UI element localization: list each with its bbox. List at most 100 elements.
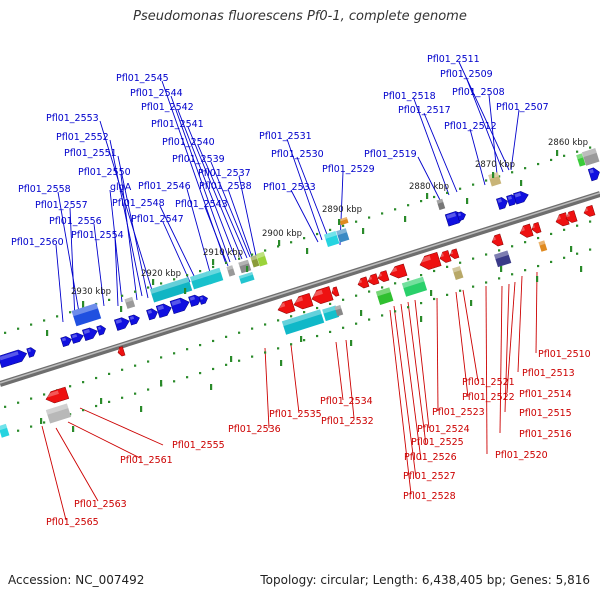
inner-track-dot	[446, 265, 449, 268]
reverse-gene-label[interactable]: Pfl01_2527	[403, 471, 456, 482]
inner-track-dot	[420, 302, 423, 305]
reverse-gene-label[interactable]: Pfl01_2534	[320, 396, 373, 407]
reverse-gene-label[interactable]: Pfl01_2528	[403, 491, 456, 502]
reverse-gene-label[interactable]: Pfl01_2563	[74, 499, 127, 510]
outer-track-dot	[4, 331, 7, 334]
forward-gene-label[interactable]: Pfl01_2530	[271, 149, 324, 160]
forward-gene-label[interactable]: Pfl01_2554	[71, 230, 124, 241]
forward-gene-label[interactable]: Pfl01_2548	[112, 198, 165, 209]
outer-track-dot	[160, 282, 163, 285]
minor-tick-mark	[362, 228, 365, 234]
forward-gene-arrow	[146, 308, 158, 321]
reverse-gene-label[interactable]: Pfl01_2536	[228, 424, 281, 435]
reverse-gene-label[interactable]: Pfl01_2516	[519, 429, 572, 440]
reverse-gene-label[interactable]: Pfl01_2521	[462, 377, 515, 388]
forward-gene-arrow	[188, 294, 202, 307]
forward-gene-label[interactable]: Pfl01_2545	[116, 73, 169, 84]
reverse-leader-line	[485, 285, 488, 455]
inner-track-dot	[134, 364, 137, 367]
reverse-gene-arrow	[519, 223, 534, 238]
reverse-gene-label[interactable]: Pfl01_2514	[519, 389, 572, 400]
reverse-gene-arrow	[491, 233, 504, 247]
inner-track-dot	[186, 348, 189, 351]
inner-track-dot	[355, 322, 358, 325]
forward-gene-label[interactable]: Pfl01_2517	[398, 105, 451, 116]
forward-gene-label[interactable]: Pfl01_2556	[49, 216, 102, 227]
forward-gene-label[interactable]: Pfl01_2507	[496, 102, 549, 113]
inner-track-dot	[537, 264, 540, 268]
reverse-gene-label[interactable]: Pfl01_2510	[538, 349, 591, 360]
reverse-leader-line	[436, 297, 439, 412]
reverse-gene-label[interactable]: Pfl01_2526	[404, 452, 457, 463]
forward-gene-label[interactable]: Pfl01_2537	[198, 168, 251, 179]
forward-leader-line	[186, 188, 212, 277]
inner-track-dot	[238, 359, 241, 362]
forward-gene-label[interactable]: Pfl01_2560	[11, 237, 64, 248]
outer-track-dot	[576, 150, 579, 153]
forward-gene-label[interactable]: Pfl01_2512	[444, 121, 497, 132]
reverse-gene-label[interactable]: Pfl01_2565	[46, 517, 99, 528]
outer-track-dot	[134, 290, 137, 293]
forward-gene-label[interactable]: Pfl01_2539	[172, 154, 225, 165]
reverse-gene-label[interactable]: Pfl01_2522	[462, 392, 515, 403]
forward-gene-label[interactable]: glgA	[110, 182, 132, 193]
minor-tick-mark	[500, 266, 503, 272]
inner-track-dot	[186, 376, 189, 379]
forward-gene-label[interactable]: Pfl01_2551	[64, 148, 117, 159]
forward-leader-line	[286, 138, 323, 241]
reverse-gene-label[interactable]: Pfl01_2520	[495, 450, 548, 461]
outer-track-dot	[199, 269, 202, 273]
reverse-gene-label[interactable]: Pfl01_2555	[172, 440, 225, 451]
forward-gene-label[interactable]: Pfl01_2508	[452, 87, 505, 98]
outer-track-dot	[212, 265, 215, 269]
forward-gene-label[interactable]: Pfl01_2531	[259, 131, 312, 142]
feature-block	[281, 309, 325, 335]
reverse-leader-line	[41, 425, 67, 521]
outer-track-dot	[121, 294, 124, 297]
inner-track-dot	[446, 293, 449, 296]
forward-gene-label[interactable]: Pfl01_2538	[199, 181, 252, 192]
outer-track-dot	[381, 212, 384, 215]
reverse-gene-label[interactable]: Pfl01_2561	[120, 455, 173, 466]
forward-gene-label[interactable]: Pfl01_2540	[162, 137, 215, 148]
reverse-gene-arrow	[531, 222, 542, 234]
forward-gene-label[interactable]: Pfl01_2544	[130, 88, 183, 99]
forward-gene-label[interactable]: Pfl01_2547	[131, 214, 184, 225]
scale-tick-label: 2890 kbp	[322, 205, 362, 215]
forward-leader-line	[109, 139, 143, 297]
forward-gene-label[interactable]: Pfl01_2557	[35, 200, 88, 211]
forward-gene-label[interactable]: Pfl01_2511	[427, 54, 480, 65]
minor-tick-mark	[140, 406, 143, 412]
forward-gene-label[interactable]: Pfl01_2542	[141, 102, 194, 113]
inner-track-dot	[394, 310, 397, 313]
reverse-gene-label[interactable]: Pfl01_2524	[417, 424, 470, 435]
minor-tick-mark	[570, 246, 573, 252]
forward-gene-label[interactable]: Pfl01_2543	[175, 199, 228, 210]
forward-gene-label[interactable]: Pfl01_2533	[263, 182, 316, 193]
forward-gene-label[interactable]: Pfl01_2518	[383, 91, 436, 102]
reverse-leader-line	[393, 305, 417, 479]
reverse-gene-label[interactable]: Pfl01_2535	[269, 409, 322, 420]
forward-gene-label[interactable]: Pfl01_2552	[56, 132, 109, 143]
forward-gene-label[interactable]: Pfl01_2550	[78, 167, 131, 178]
forward-gene-label[interactable]: Pfl01_2546	[138, 181, 191, 192]
reverse-gene-arrow	[583, 204, 596, 217]
forward-gene-arrow	[60, 336, 72, 347]
forward-gene-label[interactable]: Pfl01_2509	[440, 69, 493, 80]
reverse-gene-label[interactable]: Pfl01_2532	[321, 416, 374, 427]
inner-track-dot	[251, 355, 254, 358]
forward-gene-label[interactable]: Pfl01_2553	[46, 113, 99, 124]
reverse-gene-label[interactable]: Pfl01_2523	[432, 407, 485, 418]
forward-gene-label[interactable]: Pfl01_2558	[18, 184, 71, 195]
forward-gene-label[interactable]: Pfl01_2541	[151, 119, 204, 130]
genome-backbone-line	[0, 191, 600, 387]
minor-tick-mark	[184, 288, 187, 294]
reverse-gene-label[interactable]: Pfl01_2515	[519, 408, 572, 419]
scale-tick-label: 2910 kbp	[203, 248, 243, 258]
reverse-gene-label[interactable]: Pfl01_2525	[411, 437, 464, 448]
reverse-gene-label[interactable]: Pfl01_2513	[522, 368, 575, 379]
outer-track-dot	[342, 224, 345, 227]
forward-gene-label[interactable]: Pfl01_2529	[322, 164, 375, 175]
forward-gene-label[interactable]: Pfl01_2519	[364, 149, 417, 160]
forward-leader-line	[204, 206, 229, 267]
